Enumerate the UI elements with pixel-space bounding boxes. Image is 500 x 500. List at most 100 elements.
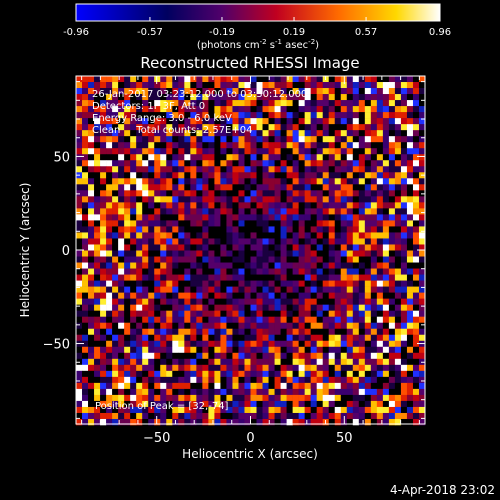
heatmap-pixel xyxy=(178,106,185,113)
heatmap-pixel xyxy=(322,220,330,227)
heatmap-pixel xyxy=(340,292,348,299)
heatmap-pixel xyxy=(166,256,173,263)
heatmap-pixel xyxy=(112,118,119,125)
heatmap-pixel xyxy=(82,292,89,299)
heatmap-pixel xyxy=(106,334,113,342)
heatmap-pixel xyxy=(94,358,101,366)
heatmap-pixel xyxy=(136,148,143,155)
heatmap-pixel xyxy=(316,208,324,215)
heatmap-pixel xyxy=(316,148,324,155)
heatmap-pixel xyxy=(376,310,384,317)
heatmap-pixel xyxy=(148,346,155,354)
heatmap-pixel xyxy=(394,160,402,167)
heatmap-pixel xyxy=(406,100,414,107)
heatmap-pixel xyxy=(406,268,414,275)
heatmap-pixel xyxy=(100,184,107,191)
heatmap-pixel xyxy=(232,280,239,287)
heatmap-pixel xyxy=(418,376,426,384)
heatmap-pixel xyxy=(256,94,263,101)
heatmap-pixel xyxy=(316,262,324,269)
heatmap-pixel xyxy=(388,130,396,137)
heatmap-pixel xyxy=(358,346,366,354)
heatmap-pixel xyxy=(112,172,119,179)
heatmap-pixel xyxy=(244,148,251,155)
heatmap-pixel xyxy=(226,256,233,263)
heatmap-pixel xyxy=(412,214,420,221)
heatmap-pixel xyxy=(142,88,149,95)
heatmap-pixel xyxy=(202,400,209,408)
heatmap-pixel xyxy=(232,94,239,101)
heatmap-pixel xyxy=(82,160,89,167)
heatmap-pixel xyxy=(388,286,396,293)
heatmap-pixel xyxy=(100,202,107,209)
heatmap-pixel xyxy=(406,406,414,414)
heatmap-pixel xyxy=(268,88,275,95)
heatmap-pixel xyxy=(400,394,408,402)
heatmap-pixel xyxy=(358,124,366,131)
heatmap-pixel xyxy=(106,100,113,107)
heatmap-pixel xyxy=(316,412,324,420)
heatmap-pixel xyxy=(388,160,396,167)
heatmap-pixel xyxy=(346,280,354,287)
heatmap-pixel xyxy=(340,208,348,215)
heatmap-pixel xyxy=(298,220,305,227)
heatmap-pixel xyxy=(358,394,366,402)
heatmap-pixel xyxy=(184,310,191,317)
heatmap-pixel xyxy=(280,130,287,137)
heatmap-pixel xyxy=(232,394,239,402)
heatmap-pixel xyxy=(226,376,233,384)
heatmap-pixel xyxy=(88,154,95,161)
heatmap-pixel xyxy=(208,184,215,191)
heatmap-pixel xyxy=(124,238,131,245)
heatmap-pixel xyxy=(328,304,336,311)
heatmap-pixel xyxy=(334,274,342,281)
heatmap-pixel xyxy=(178,154,185,161)
heatmap-pixel xyxy=(292,154,299,161)
heatmap-pixel xyxy=(244,334,251,342)
heatmap-pixel xyxy=(394,262,402,269)
heatmap-pixel xyxy=(334,190,342,197)
heatmap-pixel xyxy=(184,76,191,83)
heatmap-pixel xyxy=(262,376,269,384)
heatmap-pixel xyxy=(220,310,227,317)
heatmap-pixel xyxy=(418,292,426,299)
heatmap-pixel xyxy=(418,196,426,203)
heatmap-pixel xyxy=(280,220,287,227)
heatmap-pixel xyxy=(346,388,354,396)
heatmap-pixel xyxy=(400,202,408,209)
heatmap-pixel xyxy=(298,364,305,372)
heatmap-pixel xyxy=(226,220,233,227)
heatmap-pixel xyxy=(214,370,221,378)
heatmap-pixel xyxy=(304,322,311,330)
heatmap-pixel xyxy=(172,358,179,366)
heatmap-pixel xyxy=(142,268,149,275)
heatmap-pixel xyxy=(286,208,293,215)
heatmap-pixel xyxy=(214,82,221,89)
heatmap-pixel xyxy=(280,370,287,378)
heatmap-pixel xyxy=(190,94,197,101)
heatmap-pixel xyxy=(418,406,426,414)
heatmap-pixel xyxy=(196,286,203,293)
heatmap-pixel xyxy=(94,304,101,311)
heatmap-pixel xyxy=(166,220,173,227)
heatmap-pixel xyxy=(280,172,287,179)
heatmap-pixel xyxy=(238,256,245,263)
heatmap-pixel xyxy=(202,106,209,113)
heatmap-pixel xyxy=(328,346,336,354)
heatmap-pixel xyxy=(370,418,378,426)
heatmap-pixel xyxy=(376,370,384,378)
heatmap-pixel xyxy=(148,226,155,233)
heatmap-pixel xyxy=(382,208,390,215)
heatmap-pixel xyxy=(346,196,354,203)
heatmap-pixel xyxy=(112,166,119,173)
heatmap-pixel xyxy=(88,370,95,378)
heatmap-pixel xyxy=(124,394,131,402)
heatmap-pixel xyxy=(88,142,95,149)
heatmap-pixel xyxy=(268,346,275,354)
heatmap-pixel xyxy=(88,388,95,396)
heatmap-pixel xyxy=(220,334,227,342)
heatmap-pixel xyxy=(250,364,257,372)
heatmap-pixel xyxy=(292,124,299,131)
heatmap-pixel xyxy=(160,322,167,330)
heatmap-pixel xyxy=(82,172,89,179)
